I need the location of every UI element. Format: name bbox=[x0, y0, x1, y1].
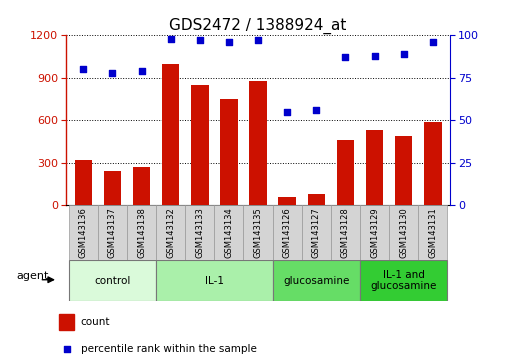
Bar bbox=[360, 260, 446, 301]
Text: percentile rank within the sample: percentile rank within the sample bbox=[81, 344, 256, 354]
Point bbox=[399, 51, 407, 57]
Point bbox=[63, 347, 71, 352]
Bar bbox=[69, 260, 156, 301]
Text: agent: agent bbox=[17, 271, 48, 281]
Point bbox=[137, 68, 145, 74]
Bar bbox=[307, 194, 324, 205]
Bar bbox=[104, 171, 121, 205]
Text: GSM143137: GSM143137 bbox=[108, 207, 117, 258]
Point bbox=[166, 36, 174, 42]
Bar bbox=[394, 136, 412, 205]
Bar bbox=[59, 314, 74, 330]
Bar bbox=[272, 205, 301, 260]
Bar bbox=[191, 85, 208, 205]
Point bbox=[254, 38, 262, 43]
Bar bbox=[301, 205, 330, 260]
Bar bbox=[365, 130, 383, 205]
Bar bbox=[156, 260, 272, 301]
Bar bbox=[249, 81, 266, 205]
Text: IL-1: IL-1 bbox=[205, 275, 223, 286]
Bar bbox=[423, 122, 441, 205]
Text: GSM143127: GSM143127 bbox=[311, 207, 320, 258]
Bar bbox=[330, 205, 360, 260]
Bar bbox=[272, 260, 360, 301]
Bar bbox=[69, 205, 97, 260]
Text: glucosamine: glucosamine bbox=[283, 275, 349, 286]
Text: GSM143132: GSM143132 bbox=[166, 207, 175, 258]
Point bbox=[108, 70, 116, 76]
Bar bbox=[278, 197, 295, 205]
Point bbox=[428, 39, 436, 45]
Text: GSM143131: GSM143131 bbox=[428, 207, 436, 258]
Point bbox=[283, 109, 291, 115]
Bar bbox=[388, 205, 418, 260]
Text: GSM143135: GSM143135 bbox=[253, 207, 262, 258]
Bar bbox=[162, 64, 179, 205]
Bar bbox=[360, 205, 388, 260]
Text: GSM143138: GSM143138 bbox=[137, 207, 146, 258]
Bar bbox=[132, 167, 150, 205]
Point bbox=[370, 53, 378, 59]
Bar bbox=[185, 205, 214, 260]
Bar bbox=[220, 99, 237, 205]
Text: GSM143129: GSM143129 bbox=[369, 207, 378, 258]
Text: GSM143128: GSM143128 bbox=[340, 207, 349, 258]
Point bbox=[195, 38, 204, 43]
Point bbox=[79, 67, 87, 72]
Text: count: count bbox=[81, 317, 110, 327]
Bar bbox=[336, 140, 354, 205]
Bar bbox=[97, 205, 127, 260]
Text: GSM143126: GSM143126 bbox=[282, 207, 291, 258]
Point bbox=[341, 55, 349, 60]
Text: GSM143130: GSM143130 bbox=[398, 207, 408, 258]
Bar bbox=[74, 160, 92, 205]
Bar bbox=[418, 205, 446, 260]
Title: GDS2472 / 1388924_at: GDS2472 / 1388924_at bbox=[169, 18, 346, 34]
Text: GSM143134: GSM143134 bbox=[224, 207, 233, 258]
Bar bbox=[243, 205, 272, 260]
Bar bbox=[214, 205, 243, 260]
Text: GSM143133: GSM143133 bbox=[195, 207, 204, 258]
Bar bbox=[127, 205, 156, 260]
Point bbox=[312, 107, 320, 113]
Text: control: control bbox=[94, 275, 130, 286]
Text: GSM143136: GSM143136 bbox=[79, 207, 87, 258]
Text: IL-1 and
glucosamine: IL-1 and glucosamine bbox=[370, 270, 436, 291]
Bar bbox=[156, 205, 185, 260]
Point bbox=[224, 39, 232, 45]
